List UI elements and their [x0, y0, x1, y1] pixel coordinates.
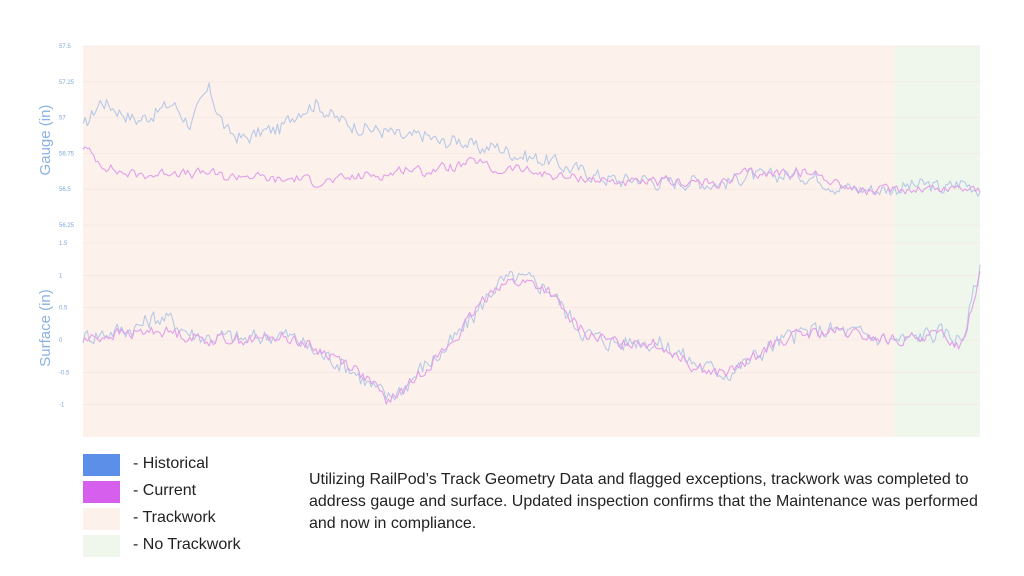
- y-tick-label-1-3: 0: [59, 338, 63, 344]
- y-axis-title-1: Surface (in): [37, 289, 54, 367]
- region-no-trackwork: [894, 46, 980, 437]
- y-axis-title-0: Gauge (in): [37, 105, 54, 176]
- y-tick-label-0-0: 57.5: [59, 44, 71, 50]
- maintenance-note: Utilizing RailPod’s Track Geometry Data …: [309, 471, 978, 532]
- y-tick-label-1-4: -0.5: [59, 370, 70, 376]
- y-tick-label-1-5: -1: [59, 403, 65, 409]
- series-line-current-1: [82, 271, 981, 405]
- y-tick-label-0-1: 57.25: [59, 80, 75, 86]
- y-tick-label-0-4: 56.5: [59, 187, 71, 193]
- legend-swatch-current: [83, 481, 120, 503]
- track-geometry-chart: 57.5 57.25 57 56.75 56.5 56.25 Gauge (in) 1.5 1 0…: [37, 44, 981, 437]
- legend-label-trackwork: - Trackwork: [133, 509, 216, 526]
- series-line-historical-0: [82, 82, 981, 197]
- series-line-current-0: [82, 146, 981, 196]
- region-trackwork: [83, 46, 895, 437]
- y-tick-label-1-2: 0.5: [59, 306, 68, 312]
- y-tick-label-1-0: 1.5: [59, 241, 68, 247]
- legend-label-historical: - Historical: [133, 455, 209, 472]
- y-tick-label-0-3: 56.75: [59, 151, 75, 157]
- legend-swatch-historical: [83, 454, 120, 476]
- y-tick-label-0-2: 57: [59, 116, 66, 122]
- y-tick-label-0-5: 56.25: [59, 223, 75, 229]
- legend-swatch-trackwork: [83, 508, 120, 530]
- legend-swatch-no-trackwork: [83, 535, 120, 557]
- legend-label-no-trackwork: - No Trackwork: [133, 536, 241, 553]
- legend-label-current: - Current: [133, 482, 197, 499]
- y-tick-label-1-1: 1: [59, 273, 63, 279]
